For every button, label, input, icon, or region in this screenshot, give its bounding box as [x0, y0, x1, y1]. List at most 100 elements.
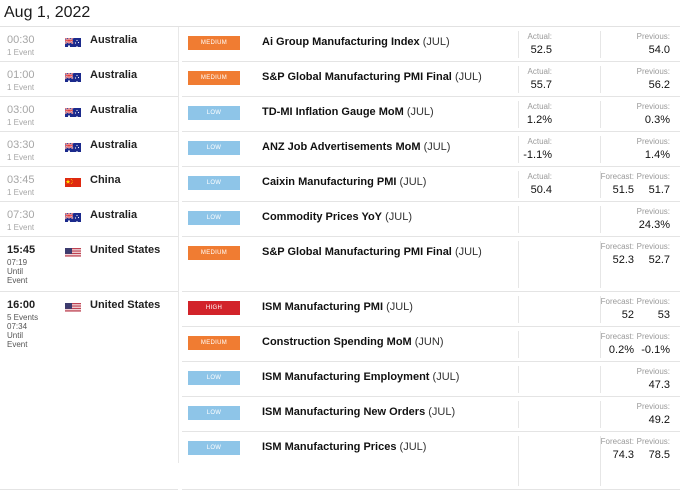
previous-value: 49.2 — [648, 414, 670, 426]
previous-label: Previous: — [636, 207, 670, 216]
actual-value: 50.4 — [530, 184, 552, 196]
united-states-flag-icon — [65, 301, 81, 312]
event-period: (JUL) — [399, 176, 427, 188]
previous-value: 1.4% — [644, 149, 670, 161]
value-separator — [518, 401, 519, 428]
event-count: 1 Event — [7, 223, 35, 232]
event-time: 03:00 — [7, 104, 35, 116]
event-count: 1 Event — [7, 153, 35, 162]
previous-label: Previous: — [636, 297, 670, 306]
actual-label: Actual: — [527, 172, 552, 181]
forecast-label: Forecast: — [600, 242, 634, 251]
previous-label: Previous: — [636, 102, 670, 111]
countdown-text: 07:34 — [7, 322, 28, 331]
previous-label: Previous: — [636, 437, 670, 446]
event-row[interactable]: LOW ISM Manufacturing New Orders (JUL) Pre… — [182, 397, 680, 432]
time-row: 01:00 1 Event Australia — [0, 62, 178, 97]
event-count: 07:19 — [7, 258, 28, 267]
time-row: 03:45 1 Event China — [0, 167, 178, 202]
previous-value: 24.3% — [638, 219, 670, 231]
date-header: Aug 1, 2022 — [4, 4, 91, 21]
event-count: 5 Events — [7, 313, 39, 322]
country-name: United States — [90, 299, 161, 311]
event-name[interactable]: Commodity Prices YoY (JUL) — [262, 211, 412, 223]
impact-badge: MEDIUM — [188, 36, 240, 50]
event-name[interactable]: ISM Manufacturing New Orders (JUL) — [262, 406, 455, 418]
event-name[interactable]: Ai Group Manufacturing Index (JUL) — [262, 36, 450, 48]
countdown-text: Event — [7, 276, 28, 285]
event-name[interactable]: ISM Manufacturing Prices (JUL) — [262, 441, 426, 453]
country-name: Australia — [90, 34, 138, 46]
united-states-flag-icon — [65, 246, 81, 257]
value-separator — [518, 136, 519, 163]
event-name[interactable]: ANZ Job Advertisements MoM (JUL) — [262, 141, 450, 153]
event-row[interactable]: LOW ANZ Job Advertisements MoM (JUL) Actua… — [182, 132, 680, 167]
country-name: United States — [90, 244, 161, 256]
value-separator — [518, 171, 519, 198]
forecast-value: 52 — [621, 309, 634, 321]
event-name[interactable]: S&P Global Manufacturing PMI Final (JUL) — [262, 246, 482, 258]
event-name[interactable]: Caixin Manufacturing PMI (JUL) — [262, 176, 426, 188]
country-name: Australia — [90, 69, 138, 81]
value-separator — [600, 401, 601, 428]
value-separator — [518, 101, 519, 128]
event-count: 1 Event — [7, 48, 35, 57]
actual-value: 1.2% — [526, 114, 552, 126]
event-count: 1 Event — [7, 83, 35, 92]
previous-label: Previous: — [636, 367, 670, 376]
forecast-label: Forecast: — [600, 172, 634, 181]
event-period: (JUL) — [454, 246, 482, 258]
previous-value: 52.7 — [648, 254, 670, 266]
previous-value: -0.1% — [641, 344, 670, 356]
value-separator — [600, 241, 601, 288]
event-row[interactable]: MEDIUM S&P Global Manufacturing PMI Final… — [182, 62, 680, 97]
event-title: ISM Manufacturing PMI — [262, 301, 383, 313]
forecast-value: 52.3 — [612, 254, 634, 266]
event-period: (JUL) — [386, 301, 413, 313]
impact-badge: LOW — [188, 176, 240, 190]
event-time: 00:30 — [7, 34, 35, 46]
value-separator — [600, 136, 601, 163]
country-name: Australia — [90, 209, 138, 221]
column-divider — [178, 27, 179, 463]
event-row[interactable]: LOW Commodity Prices YoY (JUL) Previous: 24… — [182, 202, 680, 237]
event-time: 16:00 — [7, 299, 36, 311]
event-row[interactable]: MEDIUM Ai Group Manufacturing Index (JUL)… — [182, 27, 680, 62]
value-separator — [600, 366, 601, 393]
forecast-label: Forecast: — [600, 297, 634, 306]
event-row[interactable]: LOW ISM Manufacturing Prices (JUL) Forecas… — [182, 432, 680, 490]
australia-flag-icon — [65, 36, 81, 47]
event-row[interactable]: MEDIUM Construction Spending MoM (JUN) For… — [182, 327, 680, 362]
impact-badge: LOW — [188, 371, 240, 385]
event-name[interactable]: ISM Manufacturing PMI (JUL) — [262, 301, 413, 313]
event-period: (JUL) — [432, 371, 460, 383]
event-name[interactable]: S&P Global Manufacturing PMI Final (JUL) — [262, 71, 482, 83]
country-name: China — [90, 174, 121, 186]
value-separator — [600, 206, 601, 233]
event-row[interactable]: LOW TD-MI Inflation Gauge MoM (JUL) Actual… — [182, 97, 680, 132]
impact-badge: LOW — [188, 211, 240, 225]
event-title: Ai Group Manufacturing Index — [262, 36, 420, 48]
event-time: 01:00 — [7, 69, 35, 81]
australia-flag-icon — [65, 106, 81, 117]
event-name[interactable]: TD-MI Inflation Gauge MoM (JUL) — [262, 106, 434, 118]
event-row[interactable]: HIGH ISM Manufacturing PMI (JUL) Forecast:… — [182, 292, 680, 327]
event-title: S&P Global Manufacturing PMI Final — [262, 246, 452, 258]
event-name[interactable]: Construction Spending MoM (JUN) — [262, 336, 443, 348]
event-name[interactable]: ISM Manufacturing Employment (JUL) — [262, 371, 459, 383]
country-name: Australia — [90, 104, 138, 116]
country-name: Australia — [90, 139, 138, 151]
previous-label: Previous: — [636, 67, 670, 76]
value-separator — [518, 331, 519, 358]
actual-label: Actual: — [527, 67, 552, 76]
event-period: (JUL) — [385, 211, 412, 223]
actual-label: Actual: — [527, 102, 552, 111]
event-row[interactable]: LOW ISM Manufacturing Employment (JUL) Pre… — [182, 362, 680, 397]
event-row[interactable]: MEDIUM S&P Global Manufacturing PMI Final… — [182, 237, 680, 292]
event-count: 1 Event — [7, 188, 35, 197]
time-row: 03:00 1 Event Australia — [0, 97, 178, 132]
forecast-value: 74.3 — [612, 449, 634, 461]
forecast-value: 51.5 — [612, 184, 634, 196]
event-row[interactable]: LOW Caixin Manufacturing PMI (JUL) Actual:… — [182, 167, 680, 202]
previous-value: 56.2 — [648, 79, 670, 91]
